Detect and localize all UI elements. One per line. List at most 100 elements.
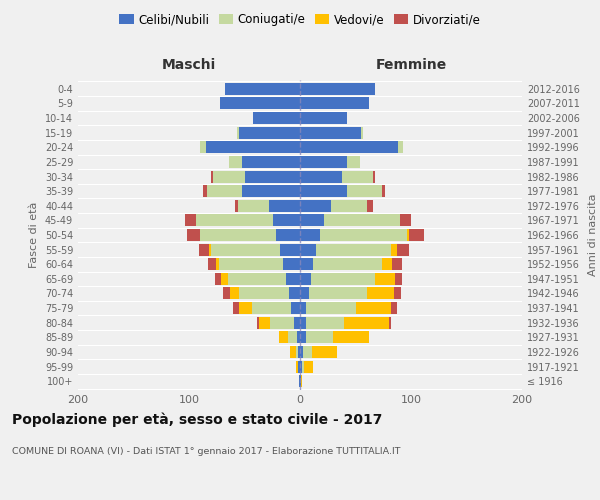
Bar [270, 316, 295, 328]
Bar [296, 332, 300, 344]
Bar [279, 332, 288, 344]
Bar [389, 316, 391, 328]
Bar [342, 170, 373, 182]
Bar [376, 273, 395, 285]
Bar [300, 185, 347, 197]
Bar [325, 214, 400, 226]
Bar [200, 142, 206, 154]
Bar [269, 200, 300, 212]
Bar [305, 316, 344, 328]
Bar [392, 258, 402, 270]
Bar [331, 200, 367, 212]
Bar [320, 229, 407, 241]
Text: Maschi: Maschi [162, 58, 216, 72]
Bar [259, 316, 270, 328]
Bar [289, 288, 300, 300]
Bar [316, 244, 391, 256]
Bar [219, 258, 283, 270]
Bar [280, 244, 300, 256]
Bar [207, 185, 242, 197]
Y-axis label: Fasce di età: Fasce di età [29, 202, 39, 268]
Bar [257, 316, 259, 328]
Bar [203, 185, 207, 197]
Bar [215, 258, 219, 270]
Bar [400, 214, 411, 226]
Bar [215, 273, 221, 285]
Bar [208, 258, 215, 270]
Bar [394, 288, 401, 300]
Bar [300, 170, 342, 182]
Bar [300, 258, 313, 270]
Bar [300, 156, 347, 168]
Text: Femmine: Femmine [376, 58, 446, 72]
Bar [288, 332, 296, 344]
Bar [185, 214, 196, 226]
Bar [298, 346, 300, 358]
Bar [398, 142, 403, 154]
Bar [347, 185, 382, 197]
Bar [305, 332, 334, 344]
Bar [309, 288, 367, 300]
Bar [233, 302, 239, 314]
Bar [211, 170, 214, 182]
Bar [237, 126, 239, 138]
Bar [283, 258, 300, 270]
Bar [209, 244, 211, 256]
Bar [300, 360, 302, 372]
Bar [221, 273, 228, 285]
Bar [235, 200, 238, 212]
Bar [206, 142, 300, 154]
Bar [245, 170, 300, 182]
Bar [382, 185, 385, 197]
Bar [300, 142, 398, 154]
Bar [286, 273, 300, 285]
Bar [347, 156, 360, 168]
Bar [300, 316, 305, 328]
Bar [223, 288, 230, 300]
Bar [239, 126, 300, 138]
Bar [187, 229, 200, 241]
Bar [211, 244, 280, 256]
Bar [373, 170, 376, 182]
Bar [230, 288, 239, 300]
Bar [274, 214, 300, 226]
Bar [239, 302, 252, 314]
Bar [301, 375, 302, 387]
Bar [300, 375, 301, 387]
Bar [300, 214, 325, 226]
Bar [238, 200, 269, 212]
Bar [214, 170, 245, 182]
Bar [252, 302, 291, 314]
Bar [300, 200, 331, 212]
Bar [300, 273, 311, 285]
Bar [300, 302, 305, 314]
Bar [382, 258, 392, 270]
Bar [220, 98, 300, 110]
Bar [356, 302, 391, 314]
Bar [300, 98, 369, 110]
Bar [224, 83, 300, 95]
Bar [242, 185, 300, 197]
Bar [300, 112, 347, 124]
Bar [239, 288, 289, 300]
Bar [296, 360, 298, 372]
Bar [313, 258, 382, 270]
Bar [242, 156, 300, 168]
Bar [304, 360, 313, 372]
Bar [200, 229, 275, 241]
Bar [300, 288, 309, 300]
Bar [300, 244, 316, 256]
Bar [361, 126, 363, 138]
Bar [391, 244, 397, 256]
Bar [275, 229, 300, 241]
Bar [305, 302, 356, 314]
Bar [311, 273, 376, 285]
Bar [228, 273, 286, 285]
Bar [395, 273, 402, 285]
Bar [290, 346, 296, 358]
Bar [302, 360, 304, 372]
Bar [344, 316, 389, 328]
Bar [391, 302, 397, 314]
Legend: Celibi/Nubili, Coniugati/e, Vedovi/e, Divorziati/e: Celibi/Nubili, Coniugati/e, Vedovi/e, Di… [115, 8, 485, 31]
Bar [300, 346, 304, 358]
